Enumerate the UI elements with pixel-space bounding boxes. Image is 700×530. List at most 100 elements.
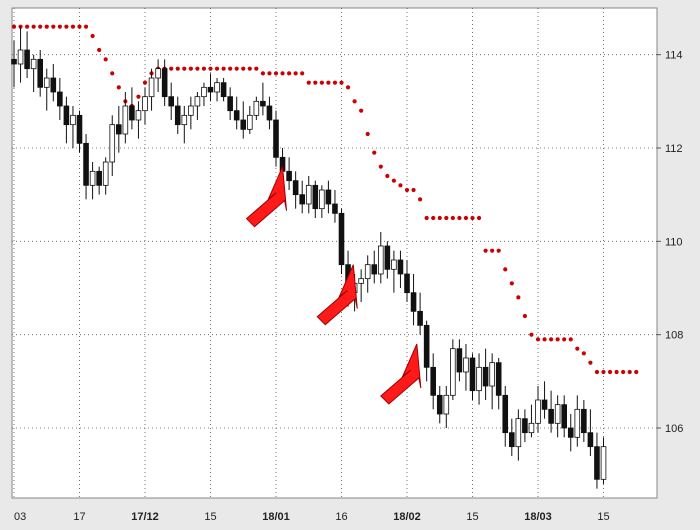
- sar-dot: [254, 66, 259, 71]
- sar-dot: [332, 80, 338, 85]
- candle-body: [312, 184, 319, 210]
- x-axis-tick-labels: 03 17 17/12 15 18/01 16 18/02 15 18/03 15: [14, 511, 610, 523]
- sar-dot: [522, 313, 528, 319]
- candle-body: [495, 362, 502, 396]
- sar-dot: [614, 369, 619, 375]
- candle-body: [502, 394, 509, 434]
- sar-dot: [463, 215, 469, 221]
- sar-dot: [188, 66, 193, 71]
- candle-body: [168, 96, 175, 107]
- candle-body: [358, 278, 364, 284]
- parabolic-sar-dots: [11, 24, 639, 375]
- candle-body: [188, 105, 194, 116]
- sar-dot: [549, 337, 554, 342]
- candle-body: [371, 264, 378, 275]
- candle-body: [57, 91, 63, 107]
- candle-body: [233, 110, 240, 121]
- x-tick-label: 15: [597, 511, 609, 523]
- candle-body: [594, 446, 600, 480]
- sar-dot: [11, 24, 17, 29]
- candle-body: [423, 324, 430, 368]
- sar-dot: [562, 337, 567, 342]
- candle-body: [102, 161, 109, 186]
- candle-body: [450, 348, 456, 396]
- sar-dot: [634, 369, 639, 375]
- sar-dot: [568, 337, 573, 342]
- candle-body: [89, 170, 96, 186]
- candle-body: [554, 404, 561, 424]
- sar-dot: [57, 24, 62, 29]
- sar-dot: [496, 248, 501, 253]
- sar-dot: [31, 24, 36, 29]
- candle-body: [508, 432, 515, 448]
- candle-body: [482, 366, 489, 387]
- candle-body: [332, 203, 338, 214]
- candle-body: [567, 427, 574, 438]
- candle-body: [220, 82, 227, 98]
- candle-body: [391, 259, 397, 270]
- candle-body: [201, 86, 207, 98]
- x-tick-label: 15: [466, 511, 478, 523]
- candle-body: [299, 194, 305, 205]
- sar-dot: [306, 80, 311, 85]
- candle-body: [135, 110, 142, 121]
- sar-dot: [77, 24, 82, 29]
- candle-body: [430, 366, 436, 396]
- sar-dot: [444, 215, 449, 221]
- candle-body: [384, 245, 391, 270]
- candle-body: [574, 408, 581, 438]
- sar-dot: [267, 71, 272, 76]
- candle-body: [325, 189, 332, 205]
- sar-dot: [300, 71, 305, 76]
- candle-body: [319, 189, 325, 210]
- candle-body: [561, 404, 567, 429]
- candle-body: [404, 273, 410, 294]
- sar-dot: [503, 267, 508, 272]
- candle-body: [469, 357, 476, 392]
- sar-dot: [293, 71, 298, 76]
- x-tick-label: 18/01: [262, 511, 290, 523]
- candle-body: [63, 105, 70, 126]
- candle-body: [76, 114, 83, 144]
- sar-dot: [365, 131, 370, 137]
- candle-body: [286, 170, 292, 182]
- y-tick-label: 114: [665, 50, 683, 62]
- sar-dot: [64, 24, 69, 29]
- sar-dot: [516, 295, 521, 300]
- candle-body: [155, 68, 161, 79]
- sar-dot: [326, 80, 331, 85]
- sar-dot: [627, 369, 632, 375]
- sar-dot: [594, 369, 600, 375]
- candle-body: [174, 105, 181, 126]
- candle-body: [581, 408, 587, 434]
- sar-dot: [535, 337, 541, 342]
- sar-dot: [339, 80, 344, 85]
- sar-dot: [83, 24, 89, 29]
- sar-dot: [529, 332, 534, 337]
- candle-body: [70, 114, 76, 126]
- sar-dot: [581, 351, 586, 356]
- x-tick-label: 18/03: [524, 511, 552, 523]
- sar-dot: [372, 150, 377, 155]
- sar-dot: [359, 108, 364, 113]
- x-tick-label: 17/12: [131, 511, 159, 523]
- sar-dot: [38, 24, 43, 29]
- candle-body: [37, 58, 43, 88]
- sar-dot: [391, 178, 396, 183]
- sar-dot: [607, 369, 613, 375]
- sar-dot: [195, 66, 200, 71]
- candle-body: [253, 100, 260, 116]
- candle-body: [161, 68, 168, 98]
- candle-body: [50, 77, 57, 93]
- candle-body: [397, 259, 404, 275]
- sar-dot: [352, 99, 357, 104]
- sar-dot: [424, 215, 429, 221]
- sar-dot: [470, 215, 475, 221]
- sar-dot: [182, 66, 187, 71]
- candle-body: [476, 366, 482, 392]
- sar-dot: [260, 71, 265, 76]
- candle-body: [129, 105, 135, 121]
- y-tick-label: 110: [665, 236, 683, 248]
- sar-dot: [404, 187, 410, 193]
